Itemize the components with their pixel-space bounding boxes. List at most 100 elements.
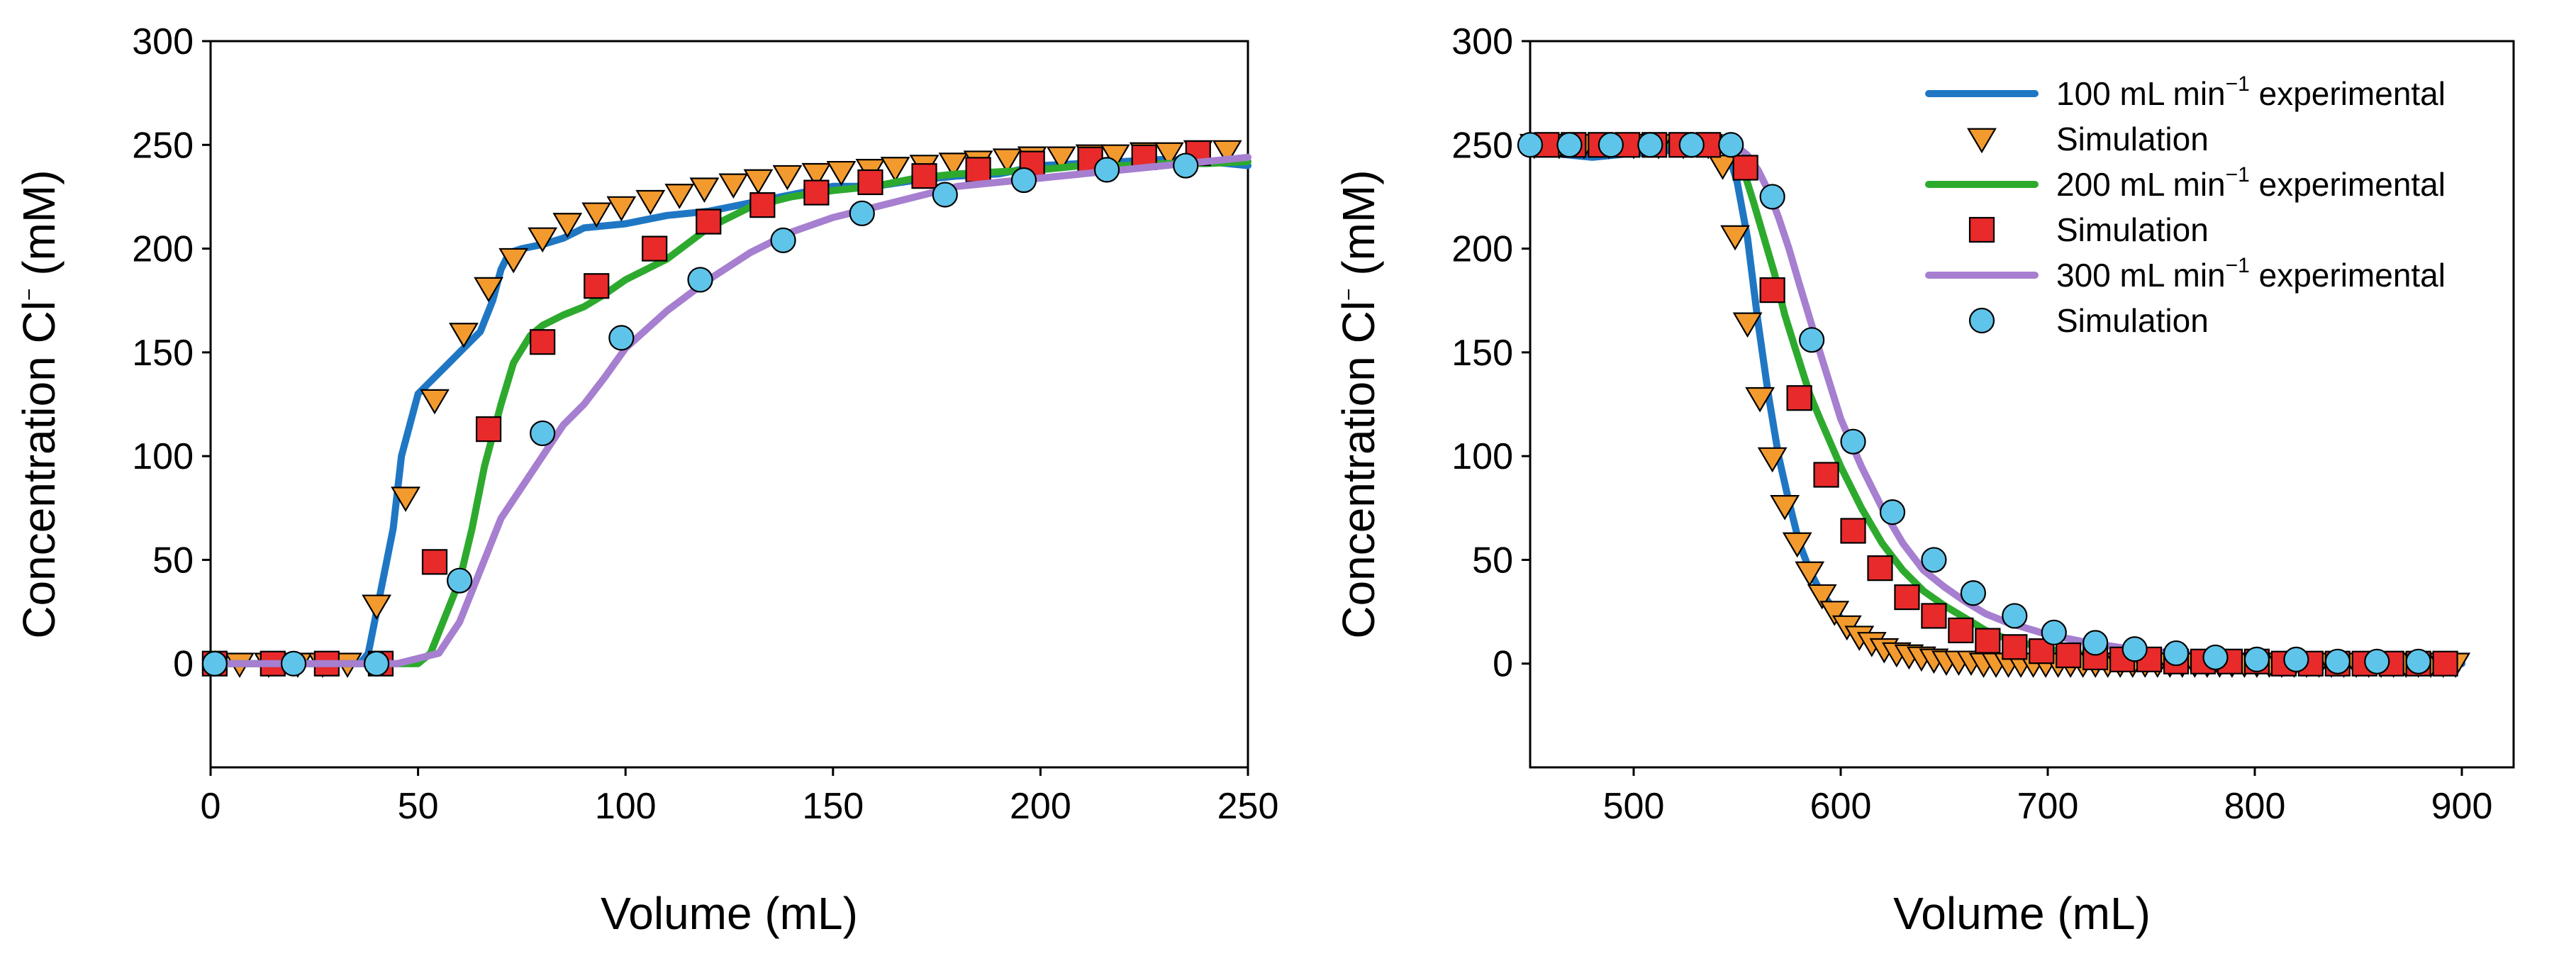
data-point bbox=[911, 163, 937, 189]
x-tick-label: 50 bbox=[398, 786, 439, 827]
y-tick-label: 250 bbox=[1451, 125, 1513, 166]
data-point bbox=[2121, 636, 2148, 662]
data-point bbox=[2324, 648, 2351, 674]
data-point bbox=[447, 567, 473, 594]
x-tick-label: 900 bbox=[2431, 786, 2493, 827]
legend-entry: Simulation bbox=[1968, 211, 2209, 248]
data-point bbox=[2243, 646, 2270, 672]
legend: 100 mL min−1 experimental Simulation 200 m… bbox=[1925, 72, 2446, 339]
y-tick-label: 250 bbox=[132, 125, 194, 166]
legend-label: 200 mL min−1 experimental bbox=[2056, 163, 2446, 203]
data-point bbox=[2056, 642, 2082, 669]
series-line bbox=[1527, 141, 2465, 667]
legend-label: 100 mL min−1 experimental bbox=[2056, 72, 2446, 112]
data-point bbox=[606, 196, 637, 222]
legend-entry: Simulation bbox=[1967, 121, 2209, 157]
data-point bbox=[1745, 387, 1775, 413]
y-axis-title: Concentration Cl− (mM) bbox=[13, 169, 65, 638]
data-point bbox=[420, 389, 450, 415]
data-point bbox=[2002, 603, 2028, 629]
data-point bbox=[1799, 327, 1825, 353]
data-point bbox=[1770, 495, 1800, 521]
data-point bbox=[362, 594, 392, 621]
legend-swatch bbox=[1968, 307, 1995, 334]
data-point bbox=[992, 148, 1022, 174]
data-point bbox=[1707, 155, 1738, 180]
data-point bbox=[1786, 385, 1812, 411]
data-point bbox=[1867, 555, 1893, 582]
series-line bbox=[207, 155, 1251, 667]
data-point bbox=[475, 416, 502, 443]
data-point bbox=[1813, 462, 1839, 488]
data-point bbox=[849, 200, 875, 226]
data-point bbox=[1759, 184, 1785, 210]
data-point bbox=[2082, 630, 2109, 656]
data-point bbox=[772, 165, 803, 191]
data-point bbox=[530, 329, 556, 355]
data-point bbox=[826, 160, 857, 187]
data-point bbox=[1517, 132, 1544, 158]
data-point bbox=[1894, 584, 1920, 611]
data-point bbox=[552, 213, 583, 238]
data-point bbox=[201, 650, 228, 677]
data-point bbox=[1598, 132, 1624, 158]
y-tick-label: 50 bbox=[1472, 540, 1513, 581]
data-point bbox=[1759, 277, 1785, 304]
x-tick-label: 200 bbox=[1010, 786, 1071, 827]
data-point bbox=[421, 549, 448, 575]
data-point bbox=[1100, 144, 1130, 170]
y-tick-label: 200 bbox=[132, 229, 194, 270]
data-point bbox=[880, 157, 910, 182]
data-point bbox=[2029, 638, 2055, 665]
data-point bbox=[1732, 312, 1763, 338]
simulation-series bbox=[1534, 132, 2458, 677]
data-point bbox=[1879, 499, 1906, 526]
data-point bbox=[1757, 447, 1788, 473]
y-tick-label: 100 bbox=[132, 436, 194, 477]
x-tick-label: 100 bbox=[595, 786, 657, 827]
data-point bbox=[1718, 132, 1744, 158]
legend-entry: 200 mL min−1 experimental bbox=[1925, 163, 2446, 203]
data-point bbox=[938, 152, 969, 178]
data-point bbox=[608, 325, 635, 351]
data-point bbox=[687, 267, 713, 293]
data-point bbox=[1948, 617, 1974, 644]
data-point bbox=[1556, 132, 1583, 158]
data-point bbox=[1840, 428, 1866, 455]
data-point bbox=[1921, 603, 1947, 629]
simulation-series bbox=[225, 140, 1242, 678]
data-point bbox=[530, 420, 556, 447]
y-tick-label: 300 bbox=[1451, 21, 1513, 62]
y-tick-label: 300 bbox=[132, 21, 194, 62]
data-point bbox=[749, 192, 776, 218]
data-point bbox=[1807, 584, 1837, 610]
y-tick-label: 50 bbox=[152, 540, 194, 581]
data-point bbox=[528, 227, 558, 253]
legend-entry: Simulation bbox=[1968, 302, 2209, 339]
data-point bbox=[2283, 646, 2309, 672]
data-point bbox=[801, 162, 832, 189]
data-point bbox=[743, 169, 774, 195]
data-point bbox=[1010, 167, 1037, 194]
data-point bbox=[2041, 619, 2067, 645]
data-point bbox=[965, 157, 991, 183]
data-point bbox=[803, 179, 830, 206]
data-point bbox=[581, 202, 612, 228]
data-point bbox=[857, 169, 883, 196]
data-point bbox=[584, 273, 610, 299]
x-tick-label: 150 bbox=[802, 786, 864, 827]
x-axis-title: Volume (mL) bbox=[1893, 888, 2151, 939]
data-point bbox=[2002, 634, 2028, 660]
x-tick-label: 800 bbox=[2224, 786, 2286, 827]
data-point bbox=[1212, 140, 1242, 166]
y-tick-label: 150 bbox=[132, 333, 194, 374]
right-chart-panel: 0 50 100 150 200 250 300 500 600 700 800 900 Volume … bbox=[1333, 21, 2515, 939]
data-point bbox=[642, 235, 668, 262]
x-tick-label: 0 bbox=[201, 786, 221, 827]
y-tick-label: 0 bbox=[1493, 644, 1513, 685]
x-axis-title: Volume (mL) bbox=[601, 888, 858, 939]
series-line bbox=[1527, 141, 2465, 667]
simulation-series bbox=[201, 140, 1211, 677]
legend-label: Simulation bbox=[2056, 302, 2209, 339]
